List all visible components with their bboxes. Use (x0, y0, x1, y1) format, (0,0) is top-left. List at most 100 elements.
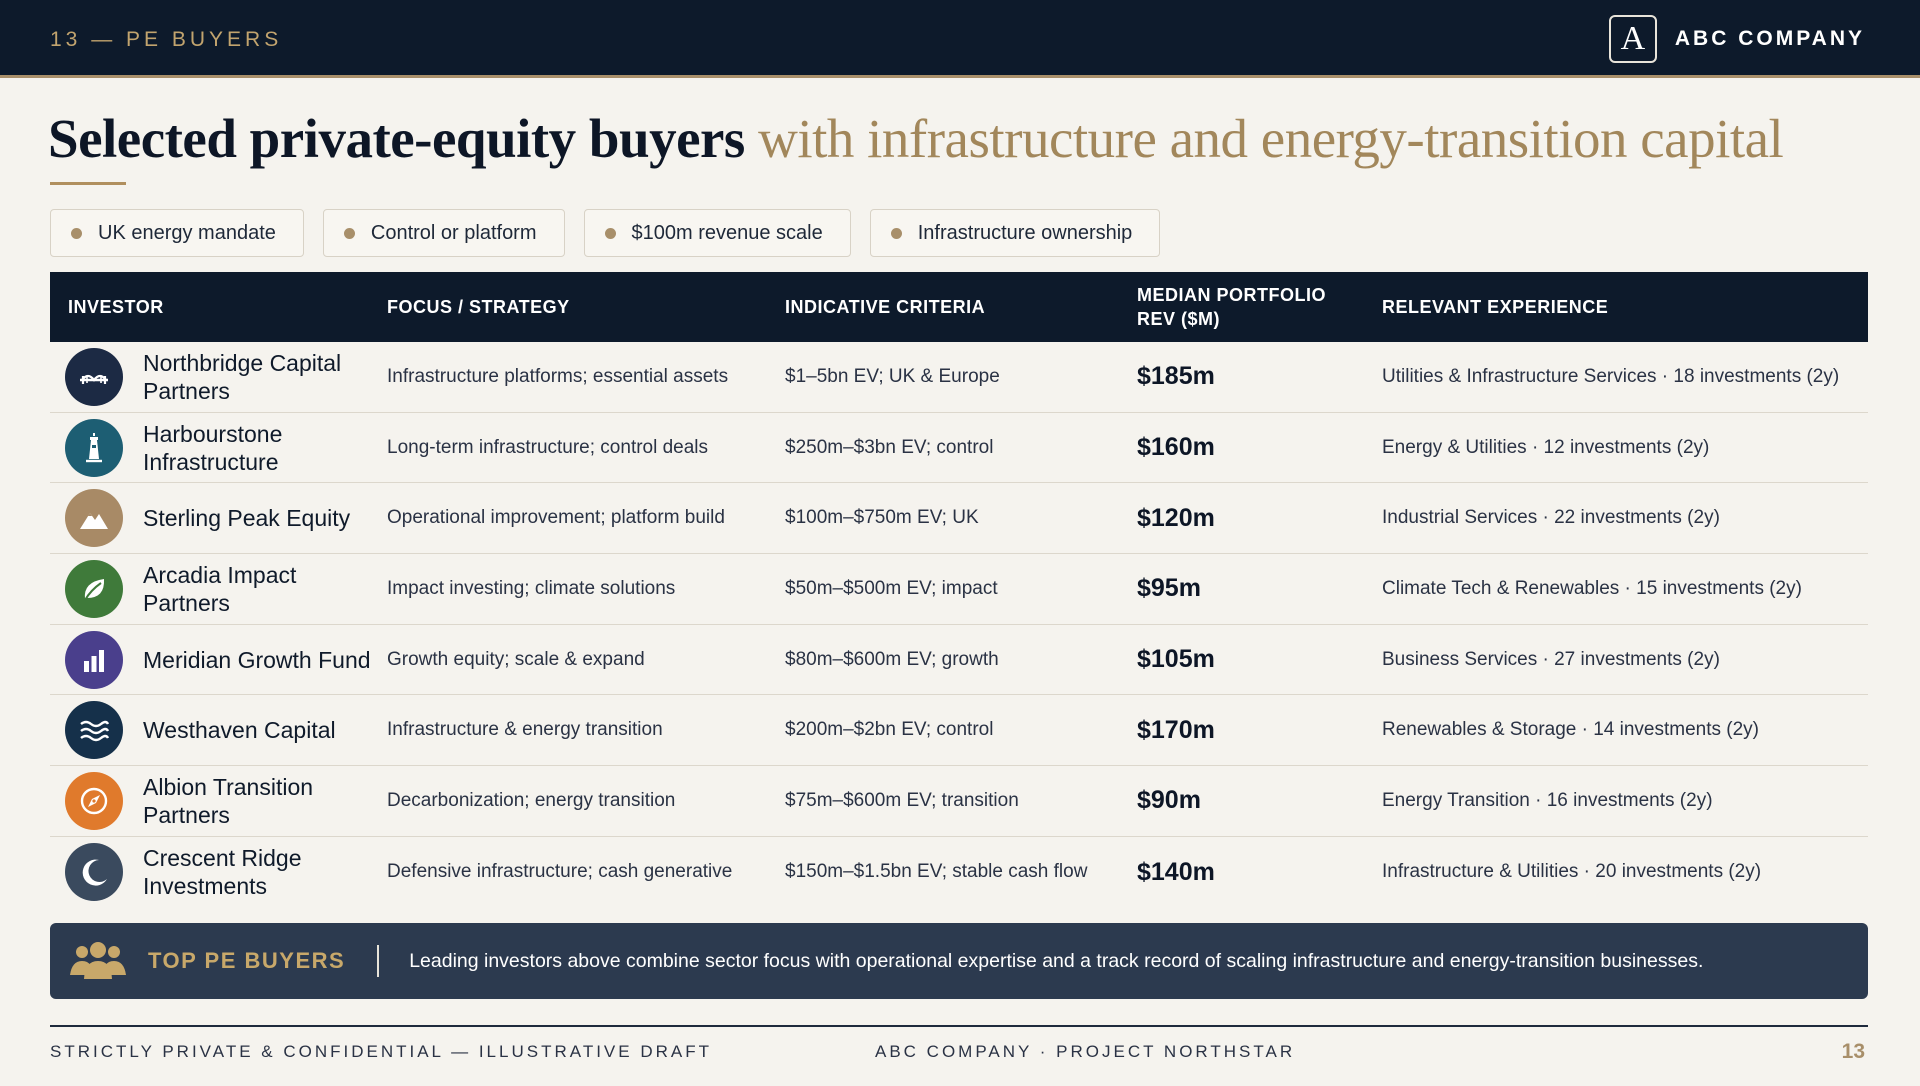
focus-cell: Operational improvement; platform build (387, 507, 725, 529)
revenue-cell: $90m (1137, 786, 1201, 815)
investor-cell: Arcadia Impact Partners (50, 559, 387, 618)
footer-project: ABC COMPANY · PROJECT NORTHSTAR (875, 1042, 1296, 1061)
criteria-cell: $75m–$600m EV; transition (785, 789, 1019, 811)
criteria-cell: $1–5bn EV; UK & Europe (785, 365, 1000, 387)
tag-control: Control or platform (322, 209, 565, 257)
experience-cell: Climate Tech & Renewables · 15 investmen… (1382, 577, 1802, 599)
revenue-cell: $185m (1137, 362, 1215, 391)
compass-logo (65, 771, 123, 830)
buyers-table: INVESTOR FOCUS / STRATEGY INDICATIVE CRI… (50, 272, 1868, 908)
table-header: INVESTOR FOCUS / STRATEGY INDICATIVE CRI… (50, 272, 1868, 342)
investor-name: Westhaven Capital (143, 717, 336, 744)
column-header-criteria: INDICATIVE CRITERIA (785, 297, 986, 317)
banner-text: Leading investors above combine sector f… (409, 949, 1704, 972)
experience-cell: Energy Transition · 16 investments (2y) (1382, 789, 1713, 811)
experience-cell: Renewables & Storage · 14 investments (2… (1382, 719, 1760, 741)
table-row: Westhaven Capital Infrastructure & energ… (50, 695, 1868, 767)
investor-name: Arcadia Impact Partners (143, 561, 297, 616)
top-bar: 13 — PE BUYERS A ABC COMPANY (0, 0, 1920, 78)
mountain-icon (80, 513, 108, 530)
tag-label: $100m revenue scale (631, 221, 823, 244)
table-body: Northbridge Capital Partners Infrastruct… (50, 342, 1868, 908)
column-header-revenue: MEDIAN PORTFOLIO REV ($M) (1137, 285, 1326, 329)
criteria-cell: $200m–$2bn EV; control (785, 719, 994, 741)
investor-name: Harbourstone Infrastructure (143, 420, 283, 475)
leaf-icon (84, 578, 105, 601)
criteria-cell: $250m–$3bn EV; control (785, 436, 994, 458)
lighthouse-logo (65, 418, 123, 477)
waves-logo (65, 701, 123, 760)
people-icon (70, 942, 126, 979)
waves-icon (80, 721, 110, 742)
table-row: Sterling Peak Equity Operational improve… (50, 483, 1868, 555)
investor-name: Albion Transition Partners (143, 773, 314, 828)
column-header-investor: INVESTOR (68, 297, 164, 317)
mountain-logo (65, 489, 123, 548)
tag-uk-energy: UK energy mandate (50, 209, 304, 257)
bridge-icon (80, 374, 108, 384)
brand: A ABC COMPANY (1608, 15, 1865, 63)
compass-icon (80, 787, 108, 815)
criteria-cell: $50m–$500m EV; impact (785, 577, 998, 599)
table-row: Northbridge Capital Partners Infrastruct… (50, 342, 1868, 413)
revenue-cell: $140m (1137, 857, 1215, 886)
investor-name: Sterling Peak Equity (143, 505, 351, 532)
crescent-moon-logo (65, 843, 123, 902)
footer-divider (50, 1025, 1868, 1027)
table-row: Arcadia Impact Partners Impact investing… (50, 554, 1868, 625)
criteria-tags: UK energy mandate Control or platform $1… (50, 209, 1161, 257)
experience-cell: Business Services · 27 investments (2y) (1382, 648, 1720, 670)
investor-cell: Crescent Ridge Investments (50, 843, 387, 902)
title-bold: Selected private-equity buyers (48, 108, 745, 169)
investor-cell: Sterling Peak Equity (50, 489, 387, 548)
focus-cell: Infrastructure platforms; essential asse… (387, 365, 729, 387)
banner-divider (377, 945, 380, 977)
focus-cell: Defensive infrastructure; cash generativ… (387, 861, 733, 883)
experience-cell: Infrastructure & Utilities · 20 investme… (1382, 861, 1762, 883)
dot-icon (343, 227, 355, 239)
column-header-focus: FOCUS / STRATEGY (387, 297, 570, 317)
investor-cell: Northbridge Capital Partners (50, 347, 387, 406)
summary-banner: TOP PE BUYERS Leading investors above co… (50, 923, 1868, 999)
investor-cell: Westhaven Capital (50, 701, 387, 760)
investor-cell: Harbourstone Infrastructure (50, 418, 387, 477)
bar-chart-logo (65, 630, 123, 689)
tag-label: Control or platform (370, 221, 537, 244)
experience-cell: Utilities & Infrastructure Services · 18… (1382, 365, 1840, 387)
investor-name: Northbridge Capital Partners (143, 349, 342, 404)
revenue-cell: $170m (1137, 715, 1215, 744)
title-underline (50, 182, 126, 185)
investor-cell: Albion Transition Partners (50, 771, 387, 830)
experience-cell: Industrial Services · 22 investments (2y… (1382, 507, 1720, 529)
dot-icon (71, 227, 82, 239)
dot-icon (604, 227, 616, 239)
focus-cell: Impact investing; climate solutions (387, 577, 676, 599)
page-number: 13 (1841, 1040, 1865, 1063)
column-header-experience: RELEVANT EXPERIENCE (1382, 297, 1609, 317)
title-accent: with infrastructure and energy-transitio… (758, 108, 1784, 169)
page-title: Selected private-equity buyers with infr… (48, 105, 1784, 173)
investor-cell: Meridian Growth Fund (50, 630, 387, 689)
leaf-logo (65, 559, 123, 618)
tag-infrastructure: Infrastructure ownership (869, 209, 1161, 257)
focus-cell: Decarbonization; energy transition (387, 789, 676, 811)
investor-name: Meridian Growth Fund (143, 646, 371, 673)
tag-label: UK energy mandate (98, 221, 276, 244)
crescent-moon-icon (82, 859, 107, 886)
brand-name: ABC COMPANY (1674, 27, 1865, 50)
table-row: Crescent Ridge Investments Defensive inf… (50, 837, 1868, 908)
revenue-cell: $105m (1137, 645, 1215, 674)
lighthouse-icon (86, 432, 102, 462)
revenue-cell: $160m (1137, 433, 1215, 462)
focus-cell: Long-term infrastructure; control deals (387, 436, 709, 458)
table-row: Albion Transition Partners Decarbonizati… (50, 766, 1868, 837)
section-label: 13 — PE BUYERS (50, 28, 283, 51)
bar-chart-icon (84, 649, 104, 672)
tag-label: Infrastructure ownership (917, 221, 1133, 244)
tag-revenue-scale: $100m revenue scale (583, 209, 851, 257)
criteria-cell: $80m–$600m EV; growth (785, 648, 999, 670)
dot-icon (890, 227, 902, 239)
brand-logo: A (1608, 15, 1657, 63)
bridge-logo (65, 347, 123, 406)
focus-cell: Infrastructure & energy transition (387, 719, 663, 741)
